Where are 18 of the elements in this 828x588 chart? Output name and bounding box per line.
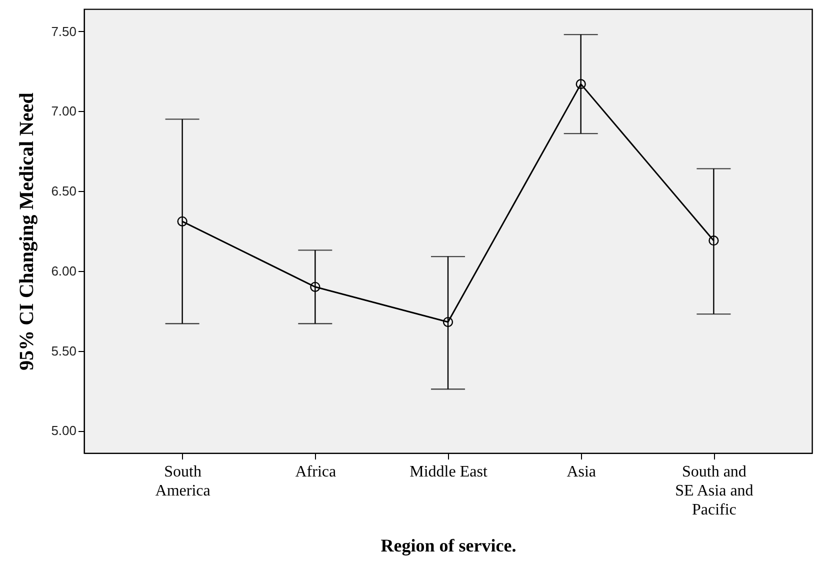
- y-tick-label: 6.50: [51, 184, 76, 199]
- y-tick-label: 7.00: [51, 104, 76, 119]
- y-tick-label: 5.00: [51, 423, 76, 438]
- x-tick-label: Africa: [295, 464, 336, 480]
- y-tick-label: 7.50: [51, 24, 76, 39]
- point: [442, 316, 454, 328]
- y-axis-title: 95% CI Changing Medical Need: [16, 92, 38, 370]
- point: [310, 282, 320, 292]
- y-tick-label: 6.00: [51, 263, 76, 278]
- point: [576, 79, 586, 90]
- point: [708, 236, 719, 246]
- point: [177, 216, 188, 226]
- x-tick-label: South and SE Asia and Pacific: [675, 464, 754, 518]
- y-tick-label: 5.50: [51, 343, 76, 358]
- x-tick-label: Middle East: [410, 464, 488, 480]
- x-tick-label: South America: [155, 464, 210, 500]
- x-axis-title: Region of service.: [380, 536, 516, 556]
- x-tick-label: Asia: [566, 464, 596, 480]
